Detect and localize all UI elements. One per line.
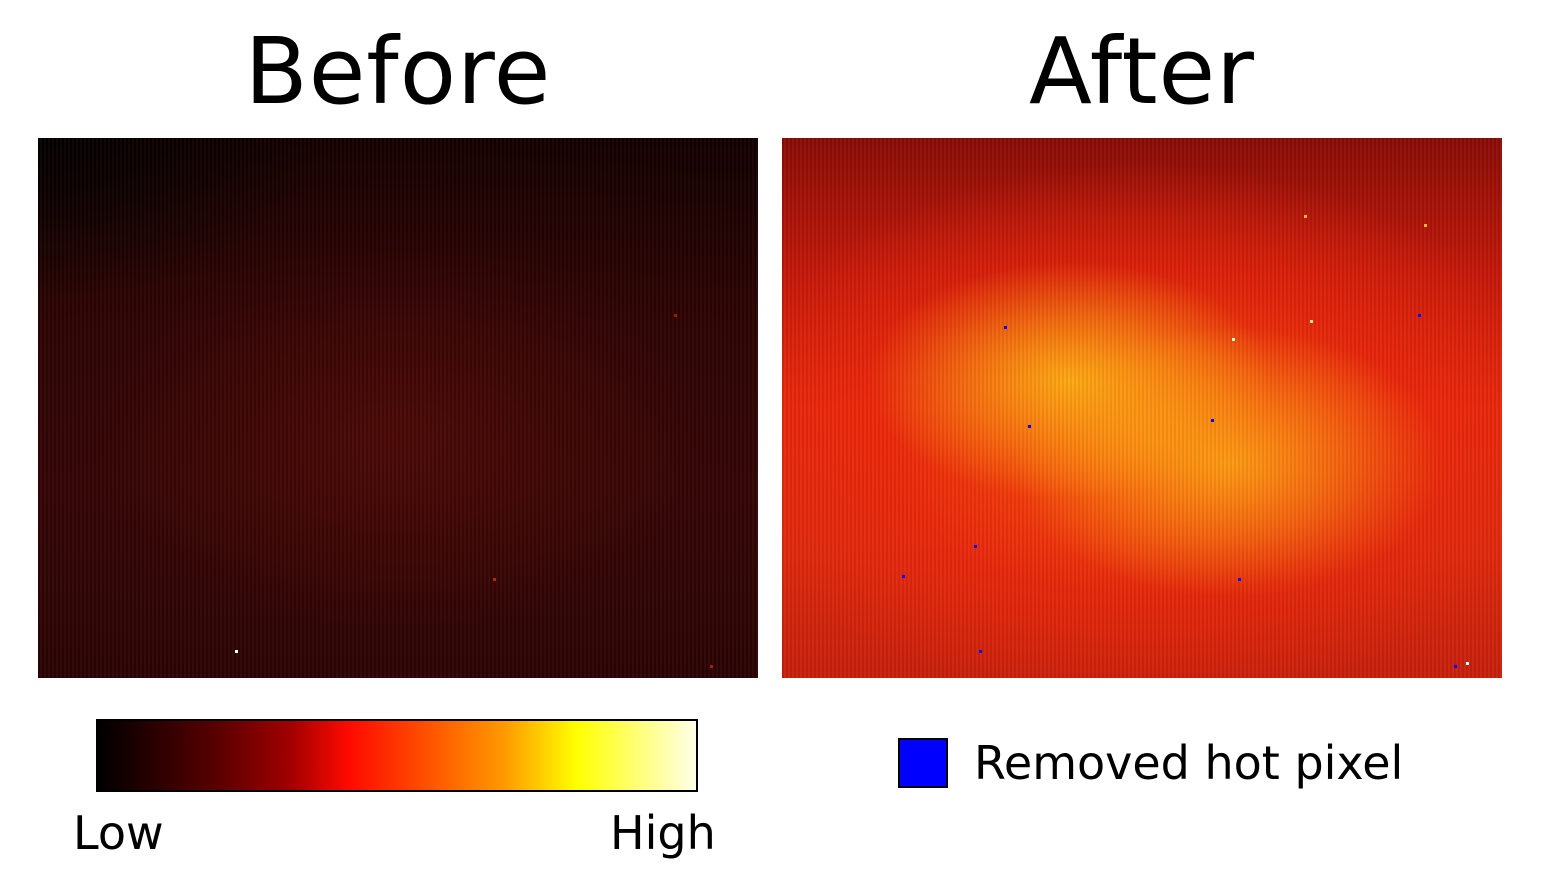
hot-pixel xyxy=(710,665,713,668)
bright-pixel xyxy=(1232,338,1235,341)
before-title: Before xyxy=(244,18,552,125)
removed-hot-pixel xyxy=(1028,425,1031,428)
colorbar-high-label: High xyxy=(610,806,716,860)
removed-hot-pixel xyxy=(1418,314,1421,317)
sensor-noise-texture xyxy=(38,138,758,678)
hot-pixel xyxy=(674,314,677,317)
hot-pixel xyxy=(235,650,238,653)
removed-hot-pixel xyxy=(902,575,905,578)
after-image xyxy=(782,138,1502,678)
removed-hot-pixel-legend-swatch xyxy=(898,738,948,788)
hot-pixel xyxy=(493,578,496,581)
sensor-noise-texture xyxy=(782,138,1502,678)
removed-hot-pixel-legend-label: Removed hot pixel xyxy=(974,736,1404,790)
colorbar xyxy=(96,719,698,792)
removed-hot-pixel xyxy=(1211,419,1214,422)
removed-hot-pixel xyxy=(1004,326,1007,329)
removed-hot-pixel xyxy=(1454,665,1457,668)
removed-hot-pixel xyxy=(974,545,977,548)
removed-hot-pixel xyxy=(979,650,982,653)
bright-pixel xyxy=(1466,662,1469,665)
removed-hot-pixel xyxy=(1238,578,1241,581)
before-image xyxy=(38,138,758,678)
after-title: After xyxy=(1029,18,1255,125)
bright-pixel xyxy=(1304,215,1307,218)
bright-pixel xyxy=(1424,224,1427,227)
bright-pixel xyxy=(1310,320,1313,323)
colorbar-low-label: Low xyxy=(73,806,164,860)
